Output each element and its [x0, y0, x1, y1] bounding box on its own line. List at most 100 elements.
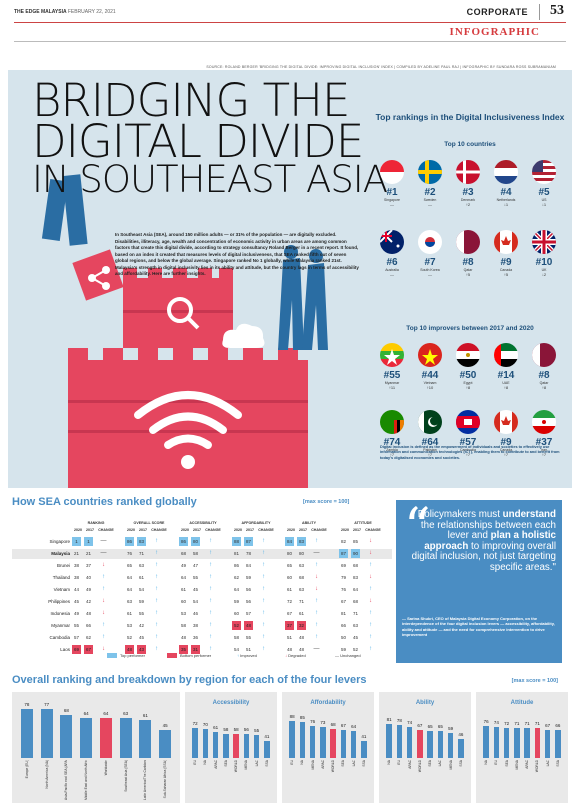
bar-value: 55	[254, 727, 260, 733]
country-name: Qatar	[463, 268, 473, 272]
year-header: CHANGE	[365, 528, 381, 532]
score-2017: 55	[245, 635, 251, 640]
score-2020: 53	[126, 623, 132, 628]
country-name: Egypt	[463, 381, 473, 385]
bar-label: Worldwide	[103, 760, 108, 776]
region-bar	[309, 726, 316, 758]
bar-label: EU	[494, 760, 499, 765]
country-name: Australia	[385, 268, 399, 272]
score-2017: 80	[298, 551, 304, 556]
quote-attribution: — Sarina Shukri, CEO of Malaysia Digital…	[402, 616, 555, 638]
bar-label: APAC	[320, 760, 325, 769]
quote-mark-icon: “	[404, 498, 431, 558]
bar-value: 58	[223, 726, 229, 732]
improved-arrow-icon: ↑	[315, 562, 318, 568]
score-2020: 60	[180, 599, 186, 604]
kicker: INFOGRAPHIC	[449, 26, 540, 38]
table-row: Cambodia 57 62 ↑ 52 45 ↑ 48 36 ↑ 58 55 ↑ 51 48 ↑ 50 45 ↑	[12, 633, 392, 643]
score-2020: 69	[72, 645, 81, 654]
score-2017: 48	[244, 621, 253, 630]
rank-change: ↑7	[427, 452, 433, 457]
mm-flag-icon	[380, 343, 404, 367]
bar-value: 41	[264, 733, 270, 739]
headline: BRIDGING THE DIGITAL DIVIDE IN SOUTHEAST…	[32, 78, 388, 198]
panel-title: Attitude	[510, 700, 534, 706]
eg-flag-icon	[456, 343, 480, 367]
score-2020: 57	[73, 635, 79, 640]
score-2020: 48	[125, 645, 134, 654]
score-2017: 61	[138, 575, 144, 580]
section-label: CORPORATE	[466, 7, 528, 17]
score-2020: 60	[233, 611, 239, 616]
rank-change: ↑5	[465, 272, 471, 277]
degraded-arrow-icon: ↓	[102, 646, 105, 652]
bar-label: SSA	[361, 760, 366, 767]
score-2020: 86	[179, 537, 188, 546]
group-header: ACCESSIBILITY	[189, 521, 217, 525]
region-bar	[192, 727, 198, 758]
score-2020: 65	[286, 563, 292, 568]
year-header: 2017	[246, 528, 254, 532]
top10-label: Top 10 countries	[444, 141, 496, 148]
bar-value: 76	[483, 719, 489, 725]
legend-top: Top performer	[120, 653, 145, 658]
year-header: 2020	[127, 528, 135, 532]
region-bar	[330, 729, 336, 758]
publication-line: THE EDGE MALAYSIA FEBRUARY 22, 2021	[14, 9, 116, 15]
improved-arrow-icon: ↑	[155, 610, 158, 616]
bar-label: North America (NA)	[44, 760, 49, 789]
improved-arrow-icon: ↑	[237, 653, 241, 658]
bar-label: NA	[387, 760, 392, 765]
country-name: South Korea	[420, 268, 440, 272]
improved-arrow-icon: ↑	[209, 634, 212, 640]
rank-number: #10	[535, 257, 553, 268]
score-2020: 48	[286, 647, 292, 652]
bar-value: 67	[417, 722, 423, 728]
improver-entry: #37 Iran ↑7	[524, 437, 564, 457]
bar-label: APAC	[525, 760, 530, 769]
rank-number: #50	[459, 370, 477, 381]
improved-arrow-icon: ↑	[102, 574, 105, 580]
bar-label: Latin America/The Caribbean (LAC)	[143, 760, 148, 800]
score-2017: 68	[352, 563, 358, 568]
improved-arrow-icon: ↑	[209, 598, 212, 604]
year-header: 2017	[299, 528, 307, 532]
improved-arrow-icon: ↑	[102, 634, 105, 640]
country-name: Singapore	[384, 198, 400, 202]
us-flag-icon	[532, 160, 556, 184]
improved-arrow-icon: ↑	[155, 586, 158, 592]
degraded-arrow-icon: ↓	[102, 610, 105, 616]
bar-label: Southeast Asia (SEA)	[123, 760, 128, 792]
improved-arrow-icon: ↑	[155, 646, 158, 652]
score-2020: 72	[286, 599, 292, 604]
score-2020: 21	[73, 551, 79, 556]
bar-label: WORLD	[331, 760, 336, 773]
improved-arrow-icon: ↑	[209, 646, 212, 652]
legend-degraded: Degraded	[288, 653, 306, 658]
improved-arrow-icon: ↑	[315, 622, 318, 628]
score-2020: 51	[286, 635, 292, 640]
improved-arrow-icon: ↑	[315, 634, 318, 640]
region-bar	[243, 734, 250, 758]
improver-entry: #57 Cambodia ↑7	[448, 437, 488, 457]
improved-arrow-icon: ↑	[262, 586, 265, 592]
score-2017: 59	[138, 599, 144, 604]
improved-arrow-icon: ↑	[155, 562, 158, 568]
digital-inclusion-definition: Digital inclusion is defined as the empo…	[380, 445, 560, 460]
score-2017: 31	[191, 645, 200, 654]
header-rule	[14, 22, 566, 23]
bar-value: 61	[142, 712, 148, 718]
region-bar	[483, 726, 489, 758]
improvers-label: Top 10 improvers between 2017 and 2020	[406, 325, 534, 332]
row-country: Cambodia	[49, 635, 70, 640]
table-row: Myanmar 55 66 ↑ 53 42 ↑ 58 38 ↑ 52 48 ↑ 37 32 ↑ 66 63 ↑	[12, 621, 392, 631]
row-country: Brunei	[56, 563, 70, 568]
bar-label: EU	[193, 760, 198, 765]
bar-value: 81	[386, 716, 392, 722]
bar-label: NA	[484, 760, 489, 765]
improved-arrow-icon: ↑	[369, 562, 372, 568]
year-header: 2020	[74, 528, 82, 532]
score-2017: 55	[192, 575, 198, 580]
top10-entry: #10 UK ↓2	[524, 257, 564, 277]
country-name: US	[541, 198, 547, 202]
